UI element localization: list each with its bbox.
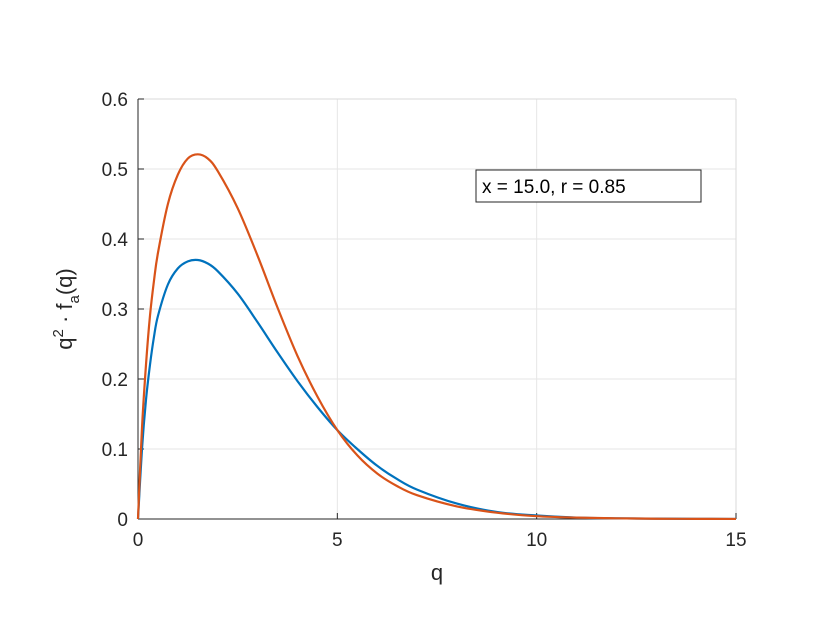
- y-tick-label: 0.1: [102, 440, 128, 461]
- y-axis-label-middle: · f: [52, 303, 77, 330]
- y-tick-label: 0.4: [102, 230, 129, 251]
- y-axis-label-tail: (q): [52, 268, 77, 295]
- y-tick-label: 0.6: [102, 90, 128, 111]
- series-line-2: [136, 153, 737, 521]
- tick-labels: 0 5 10 15 0 0.1 0.2 0.3 0.4 0.5 0.6: [102, 90, 747, 551]
- x-tick-label: 15: [725, 530, 746, 551]
- series-lines: [136, 153, 737, 521]
- y-axis-label-base: q: [52, 338, 77, 350]
- x-tick-label: 0: [133, 530, 144, 551]
- y-axis-label: q2 · fa(q): [50, 268, 83, 350]
- y-tick-label: 0: [117, 510, 128, 531]
- annotation-text: x = 15.0, r = 0.85: [482, 177, 626, 198]
- x-tick-label: 5: [332, 530, 343, 551]
- annotation-frame: [475, 169, 702, 203]
- y-axis-label-sub: a: [66, 294, 83, 303]
- y-axis-label-sup: 2: [50, 329, 67, 337]
- y-tick-label: 0.2: [102, 370, 128, 391]
- annotation-box: x = 15.0, r = 0.85: [475, 169, 702, 203]
- x-axis-label: q: [431, 560, 443, 585]
- y-tick-label: 0.5: [102, 160, 128, 181]
- y-tick-label: 0.3: [102, 300, 128, 321]
- x-tick-label: 10: [526, 530, 547, 551]
